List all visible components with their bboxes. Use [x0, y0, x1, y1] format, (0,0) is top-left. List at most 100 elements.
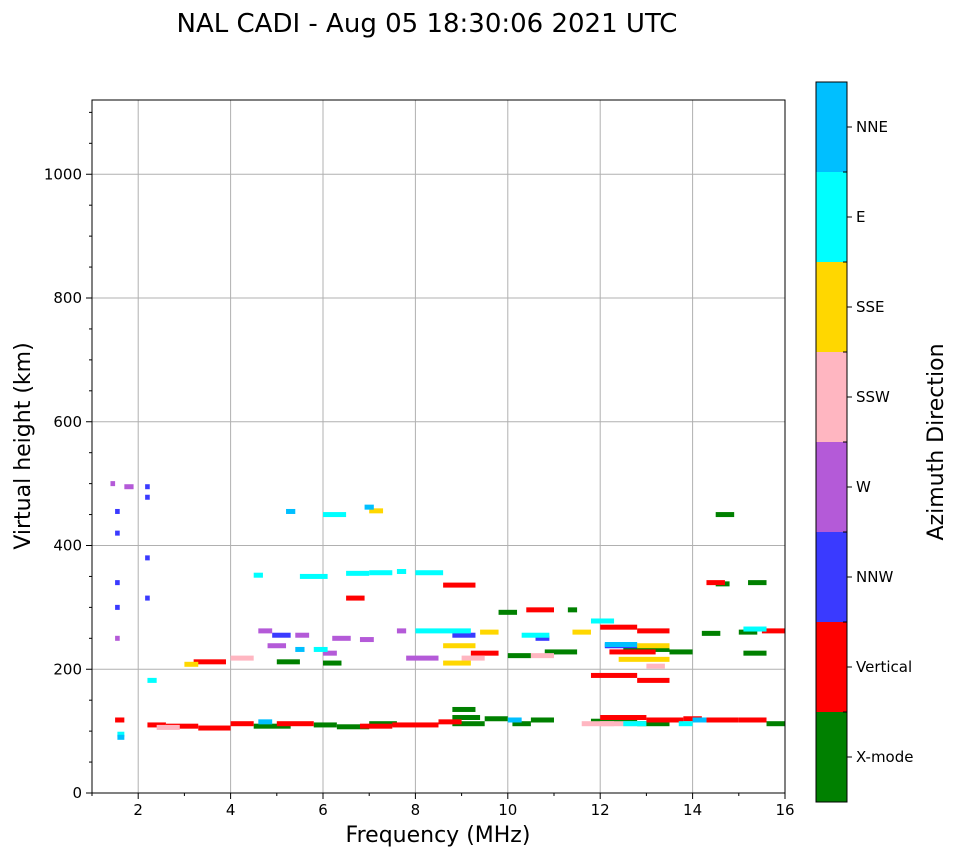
colorbar-swatch: [816, 712, 847, 802]
echo-trace: [295, 646, 305, 652]
x-tick-label: 4: [226, 801, 236, 819]
echo-trace: [452, 632, 476, 638]
echo-trace: [743, 626, 767, 632]
colorbar-swatch: [816, 532, 847, 622]
echo-trace: [544, 649, 578, 655]
echo-trace: [637, 677, 670, 683]
echo-trace: [738, 629, 758, 635]
colorbar-swatch: [816, 82, 847, 172]
series-sse: [184, 508, 670, 667]
echo-trace: [743, 650, 767, 656]
x-tick-label: 14: [683, 801, 702, 819]
echo-trace: [267, 643, 287, 649]
echo-trace: [299, 573, 328, 579]
echo-trace: [364, 504, 374, 510]
echo-trace: [748, 580, 767, 586]
echo-trace: [678, 721, 693, 727]
echo-trace: [415, 570, 444, 576]
echo-trace: [332, 635, 351, 641]
echo-trace: [124, 484, 134, 490]
echo-trace: [461, 655, 485, 661]
chart-title: NAL CADI - Aug 05 18:30:06 2021 UTC: [177, 9, 678, 39]
echo-trace: [396, 628, 407, 634]
echo-trace: [295, 632, 310, 638]
echo-trace: [535, 635, 550, 641]
echo-trace: [604, 642, 638, 647]
x-tick-label: 16: [775, 801, 794, 819]
echo-trace: [507, 653, 531, 659]
x-axis-ticks: 2 4 6 8 10 12 14 16: [91, 793, 795, 819]
series-e: [117, 512, 767, 737]
echo-trace: [600, 624, 638, 630]
echo-trace: [323, 650, 337, 656]
series-ssw: [156, 653, 665, 730]
echo-trace: [258, 628, 273, 634]
echo-trace: [526, 607, 554, 613]
x-tick-label: 10: [498, 801, 517, 819]
echo-trace: [253, 723, 291, 729]
echo-trace: [110, 481, 116, 487]
echo-trace: [646, 663, 665, 669]
echo-trace: [415, 628, 471, 634]
echo-trace: [396, 568, 407, 574]
echo-trace: [484, 716, 508, 722]
series-w: [110, 481, 439, 661]
echo-trace: [507, 717, 522, 723]
echo-trace: [359, 637, 374, 643]
echo-trace: [392, 722, 439, 728]
y-axis-label: Virtual height (km): [11, 342, 36, 549]
colorbar-swatch: [816, 352, 847, 442]
echo-trace: [198, 725, 231, 731]
echo-trace: [738, 717, 767, 723]
echo-trace: [521, 632, 550, 638]
y-tick-label: 0: [72, 784, 82, 802]
echo-trace: [369, 508, 384, 514]
echo-trace: [706, 580, 725, 586]
colorbar-tick-label: SSE: [856, 298, 885, 316]
echo-trace: [258, 719, 273, 725]
y-tick-label: 1000: [44, 165, 82, 183]
echo-trace: [692, 717, 707, 723]
echo-trace: [276, 659, 300, 665]
echo-trace: [706, 717, 739, 723]
y-tick-label: 400: [53, 537, 82, 555]
echo-trace: [443, 582, 476, 588]
colorbar-swatch: [816, 262, 847, 352]
echo-trace: [609, 649, 656, 655]
echo-trace: [600, 721, 638, 727]
echo-trace: [452, 715, 481, 721]
x-tick-label: 12: [591, 801, 610, 819]
echo-trace: [452, 706, 476, 712]
echo-trace: [590, 672, 638, 678]
colorbar-label: Azimuth Direction: [924, 343, 949, 540]
echo-trace: [369, 570, 393, 576]
echo-trace: [145, 484, 150, 490]
colorbar-tick-label: NNW: [856, 568, 893, 586]
echo-trace: [193, 659, 226, 665]
echo-trace: [313, 722, 337, 728]
echo-trace: [115, 635, 120, 641]
y-tick-label: 800: [53, 289, 82, 307]
series-x-mode: [253, 512, 785, 730]
echo-trace: [646, 717, 684, 723]
echo-trace: [156, 724, 180, 730]
plot-frame: [91, 99, 786, 794]
y-axis-ticks: 0 200 400 600 800 1000: [44, 111, 92, 802]
echo-trace: [761, 628, 785, 634]
x-tick-label: 8: [411, 801, 421, 819]
echo-trace: [452, 721, 485, 727]
echo-trace: [230, 655, 254, 661]
colorbar-swatch: [816, 622, 847, 712]
y-tick-label: 600: [53, 413, 82, 431]
echo-trace: [145, 595, 150, 601]
series-vertical: [115, 580, 785, 731]
x-tick-label: 6: [318, 801, 328, 819]
colorbar-swatch: [816, 442, 847, 532]
echo-trace: [498, 609, 518, 615]
echo-trace: [276, 721, 314, 727]
echo-trace: [512, 721, 531, 727]
echo-trace: [572, 629, 591, 635]
x-axis-label: Frequency (MHz): [346, 823, 531, 848]
echo-trace: [115, 604, 120, 610]
